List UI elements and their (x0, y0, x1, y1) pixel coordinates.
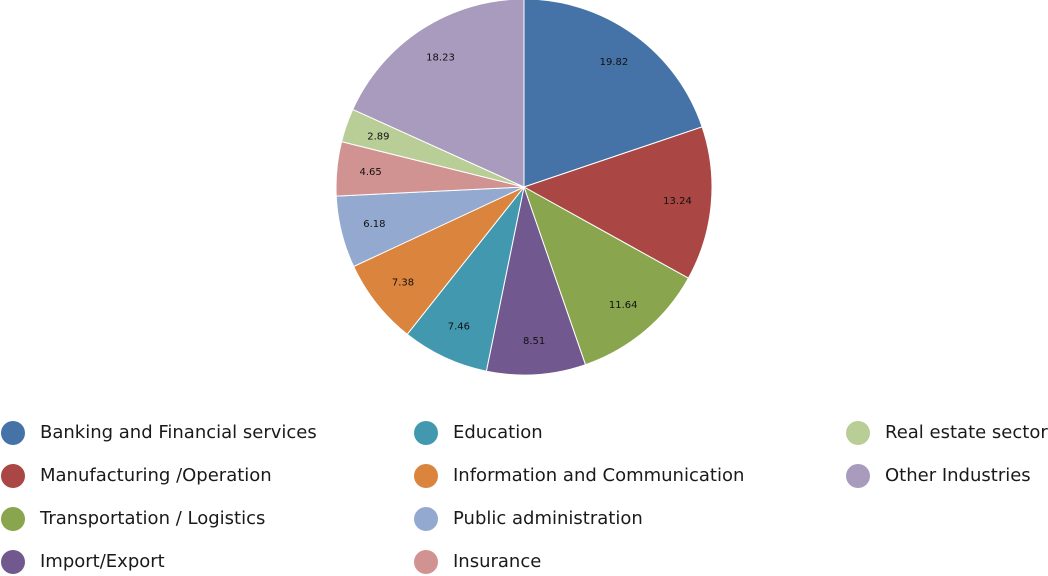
pie-data-labels: 19.82 13.24 11.64 8.51 7.46 7.38 6.18 4.65 2.89 1… (359, 52, 691, 346)
legend-item-real-estate-sector: Real estate sector (846, 421, 1048, 445)
data-label-manufacturing-operation: 13.24 (663, 196, 692, 207)
legend-marker (414, 550, 438, 574)
pie-slices (335, 0, 713, 376)
legend-marker (1, 507, 25, 531)
legend-label: Transportation / Logistics (39, 508, 265, 529)
legend-label: Real estate sector (885, 422, 1048, 443)
legend-marker (414, 421, 438, 445)
data-label-information-and-communication: 7.38 (392, 278, 414, 289)
legend-label: Import/Export (40, 551, 165, 572)
legend-item-public-administration: Public administration (414, 507, 643, 531)
legend-item-manufacturing-operation: Manufacturing /Operation (1, 464, 272, 488)
legend-item-banking-and-financial-services: Banking and Financial services (1, 421, 317, 445)
legend-label: Banking and Financial services (40, 422, 317, 443)
data-label-banking-and-financial-services: 19.82 (600, 57, 629, 68)
legend-item-transportation-logistics: Transportation / Logistics (1, 507, 265, 531)
legend-item-information-and-communication: Information and Communication (414, 464, 744, 488)
legend-marker (1, 550, 25, 574)
legend-marker (1, 464, 25, 488)
legend-label: Education (453, 422, 543, 443)
legend-marker (846, 464, 870, 488)
legend-label: Insurance (453, 551, 541, 572)
legend-marker (414, 464, 438, 488)
pie-slice-banking-and-financial-services (523, 0, 703, 188)
legend-item-other-industries: Other Industries (846, 464, 1031, 488)
pie-slice-manufacturing-operation (522, 126, 713, 279)
legend: Banking and Financial services Manufactur… (1, 421, 1048, 574)
data-label-import-export: 8.51 (523, 336, 545, 347)
legend-item-education: Education (414, 421, 543, 445)
pie-slice-other-industries (352, 0, 525, 188)
legend-label: Public administration (453, 508, 643, 529)
pie-slice-transportation-logistics (523, 185, 690, 366)
legend-label: Manufacturing /Operation (40, 465, 272, 486)
data-label-real-estate-sector: 2.89 (367, 131, 389, 142)
legend-label: Information and Communication (453, 465, 744, 486)
legend-marker (846, 421, 870, 445)
data-label-transportation-logistics: 11.64 (609, 300, 638, 311)
data-label-education: 7.46 (448, 322, 470, 333)
legend-marker (1, 421, 25, 445)
data-label-insurance: 4.65 (359, 167, 381, 178)
data-label-other-industries: 18.23 (426, 52, 455, 63)
legend-item-insurance: Insurance (414, 550, 541, 574)
legend-item-import-export: Import/Export (1, 550, 165, 574)
legend-label: Other Industries (885, 465, 1031, 486)
pie-slice-import-export (485, 185, 587, 376)
data-label-public-administration: 6.18 (363, 219, 385, 230)
legend-marker (414, 507, 438, 531)
